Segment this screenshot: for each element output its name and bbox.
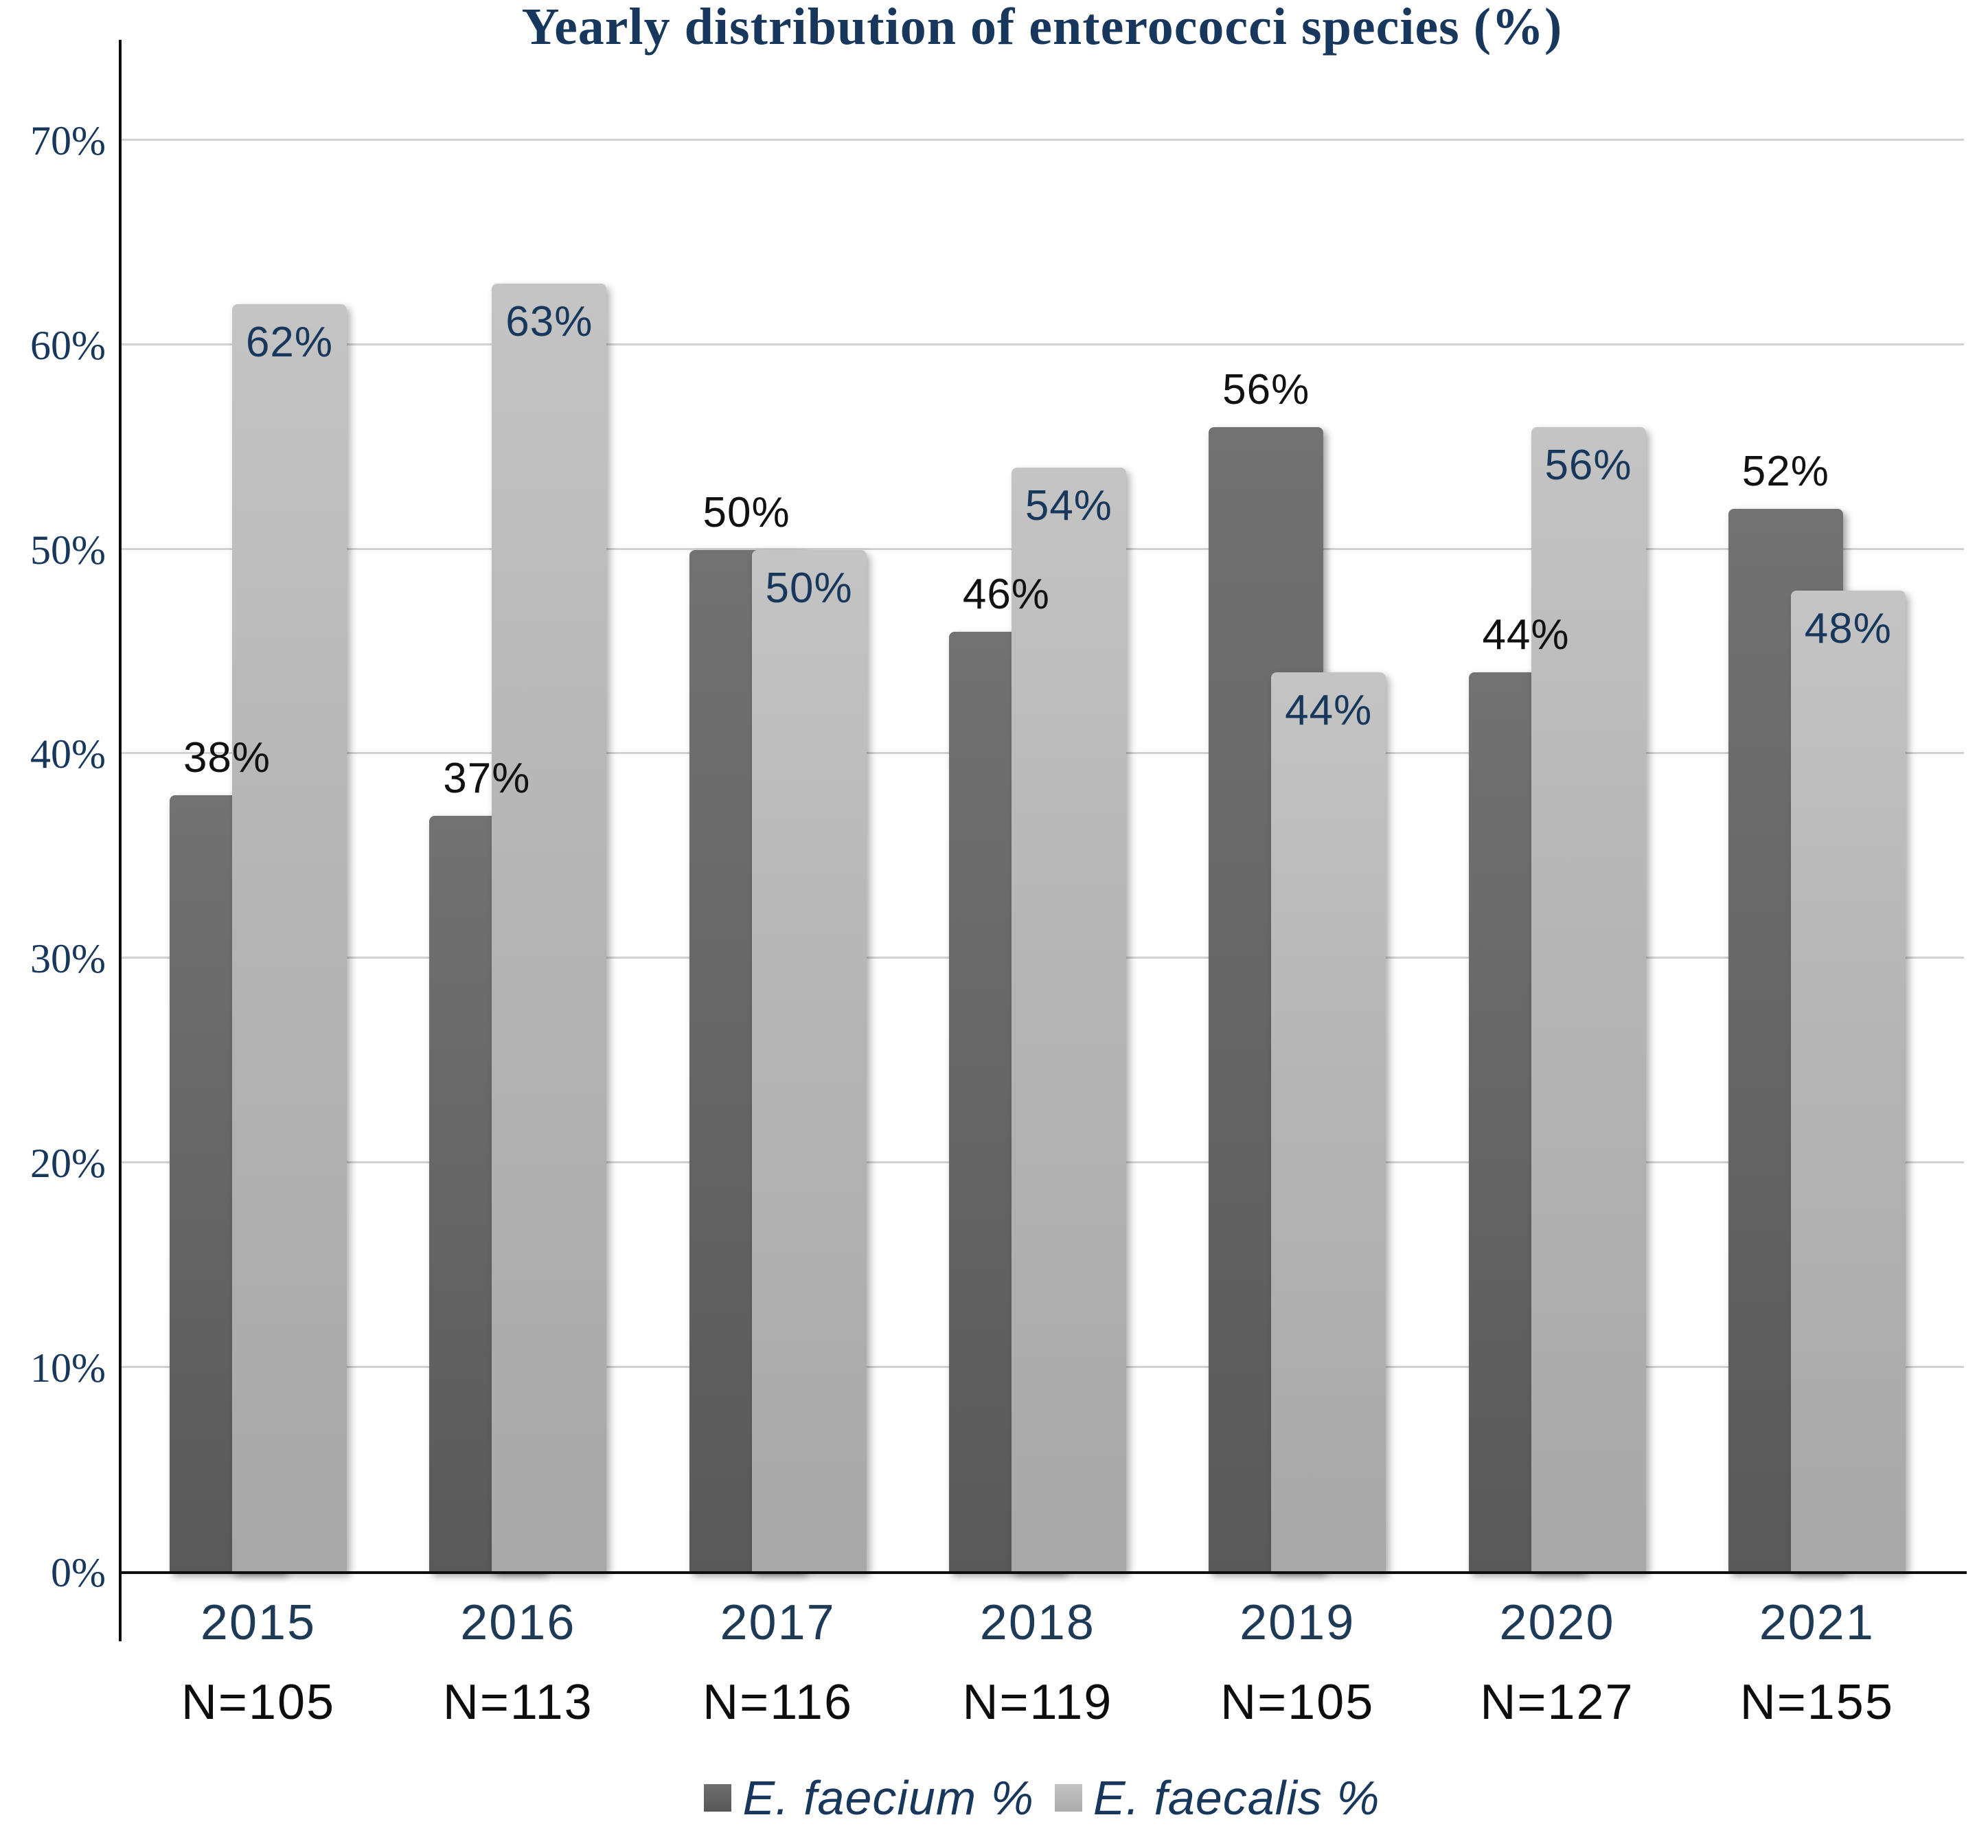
y-tick-label: 10% <box>30 1345 106 1391</box>
label-e-faecalis: 50% <box>765 564 853 612</box>
label-e-faecium: 38% <box>183 733 271 782</box>
legend-swatch-e-faecium-icon <box>704 1784 732 1812</box>
x-axis-line <box>119 1571 1967 1574</box>
label-e-faecalis: 56% <box>1544 441 1632 489</box>
label-e-faecium: 37% <box>443 754 531 802</box>
n-label: N=155 <box>1739 1675 1894 1730</box>
y-tick-label: 30% <box>30 936 106 982</box>
year-label: 2018 <box>979 1595 1095 1650</box>
year-label: 2020 <box>1499 1595 1615 1650</box>
n-label: N=119 <box>962 1675 1113 1730</box>
label-e-faecium: 44% <box>1482 611 1570 659</box>
y-tick-label: 40% <box>30 731 106 777</box>
n-label: N=127 <box>1480 1675 1634 1730</box>
y-tick-label: 0% <box>51 1550 106 1595</box>
gridline <box>120 343 1964 345</box>
plot-area: 38% 62% 37% 63% 50% 50% 46% 54% 56% 44% 44% 56% 52% 4… <box>120 41 1964 1573</box>
n-label: N=105 <box>1220 1675 1375 1730</box>
label-e-faecalis: 62% <box>245 319 334 367</box>
label-e-faecium: 46% <box>962 570 1050 618</box>
label-e-faecium: 52% <box>1741 447 1829 495</box>
label-e-faecium: 56% <box>1222 365 1310 413</box>
label-e-faecalis: 44% <box>1285 687 1373 735</box>
y-tick-label: 20% <box>30 1141 106 1187</box>
year-label: 2016 <box>460 1595 576 1650</box>
bar-e-faecalis <box>1011 468 1126 1573</box>
label-e-faecalis: 54% <box>1025 482 1112 530</box>
year-label: 2019 <box>1239 1595 1356 1650</box>
label-e-faecium: 50% <box>702 488 790 536</box>
bar-e-faecalis <box>232 304 347 1573</box>
label-e-faecalis: 48% <box>1804 605 1892 653</box>
bar-e-faecalis <box>751 549 867 1573</box>
y-tick-label: 50% <box>30 527 106 573</box>
bar-e-faecalis <box>1531 426 1646 1573</box>
year-label: 2015 <box>200 1595 317 1650</box>
legend-label-e-faecium: E. faecium % <box>742 1771 1034 1825</box>
legend: E. faecium % E. faecalis % <box>120 1770 1964 1825</box>
bar-e-faecalis <box>1790 591 1906 1573</box>
year-label: 2021 <box>1759 1595 1875 1650</box>
gridline <box>120 138 1964 141</box>
bar-e-faecalis <box>1271 672 1386 1573</box>
label-e-faecalis: 63% <box>505 298 593 346</box>
n-label: N=113 <box>442 1675 593 1730</box>
n-label: N=105 <box>181 1675 336 1730</box>
year-label: 2017 <box>720 1595 836 1650</box>
n-label: N=116 <box>702 1675 853 1730</box>
legend-label-e-faecalis: E. faecalis % <box>1093 1771 1380 1825</box>
chart-title: Yearly distribution of enterococci speci… <box>521 0 1563 56</box>
bar-e-faecalis <box>492 284 607 1573</box>
y-tick-label: 60% <box>30 322 106 368</box>
y-tick-label: 70% <box>30 117 106 163</box>
legend-swatch-e-faecalis-icon <box>1054 1784 1082 1812</box>
y-axis-line <box>119 40 122 1641</box>
